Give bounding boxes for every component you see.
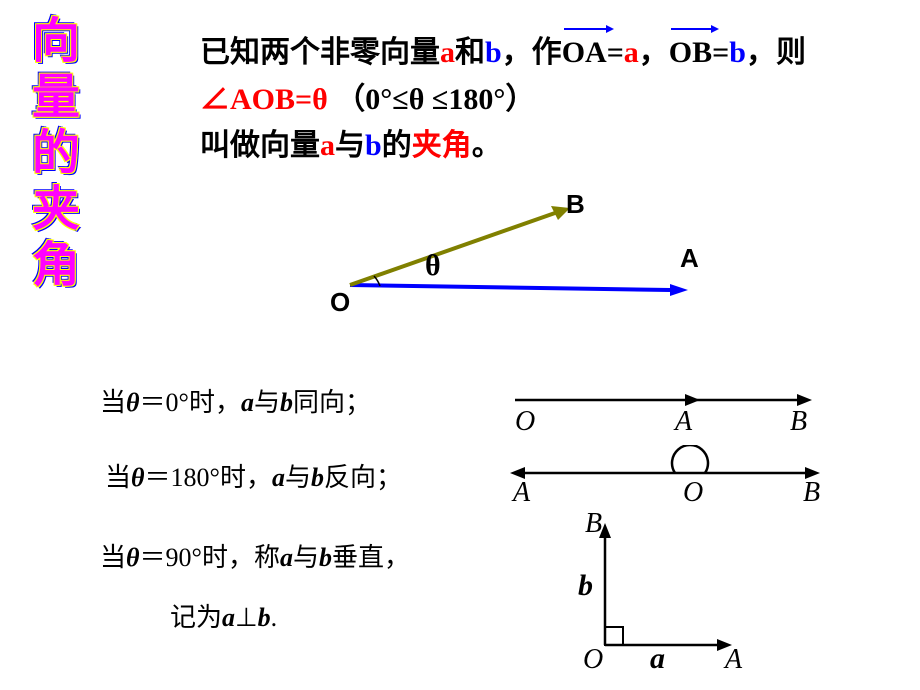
def-a: a (440, 36, 455, 69)
def-angle: ∠AOB=θ (200, 83, 328, 116)
case1-text: 当θ＝0°时，a与b同向； (100, 385, 371, 421)
c1-eq: ＝ (140, 388, 166, 417)
def-a2: a (624, 36, 639, 69)
case2-diagram: A O B (505, 445, 835, 507)
c3-with: 与 (293, 543, 319, 572)
c3-b-lbl: b (578, 569, 593, 602)
c3-eq: ＝ (140, 543, 166, 572)
c1-b: b (280, 388, 293, 417)
case2-text: 当θ＝180°时，a与b反向； (105, 460, 402, 496)
c3-suffix: 垂直， (332, 543, 410, 572)
c3-b2: b (258, 603, 271, 632)
c3-l2-prefix: 记为 (170, 603, 222, 632)
label-O: O (330, 287, 350, 318)
c3-mid: 时，称 (202, 543, 280, 572)
def-part3: ，则 (746, 36, 806, 69)
case1-diagram: O A B (505, 382, 825, 437)
def-part1: 已知两个非零向量 (200, 36, 440, 69)
c1-B: B (790, 406, 807, 437)
c1-prefix: 当 (100, 388, 126, 417)
c2-mid: 时， (220, 463, 272, 492)
c2-theta: θ (131, 463, 145, 492)
c2-B: B (803, 477, 820, 507)
c3-period: . (271, 603, 278, 632)
definition-text: 已知两个非零向量a和b，作OA=a，OB=b，则∠AOB=θ （0°≤θ ≤18… (200, 30, 880, 170)
case3-diagram: O A B a b (575, 510, 775, 670)
def-eq1: = (607, 36, 624, 69)
c2-eq: ＝ (145, 463, 171, 492)
c2-prefix: 当 (105, 463, 131, 492)
c3-perp: ⊥ (235, 603, 258, 632)
c3-b: b (319, 543, 332, 572)
c1-val: 0° (166, 388, 189, 417)
label-theta: θ (425, 249, 441, 283)
vertical-title: 向量的夹角 (15, 15, 85, 295)
def-comma1: ， (639, 36, 669, 69)
c3-a2: a (222, 603, 235, 632)
c2-b: b (311, 463, 324, 492)
case3-text: 当θ＝90°时，称a与b垂直， (100, 540, 410, 576)
vec-oa: OA (562, 30, 607, 77)
def-part5: 的 (382, 129, 412, 162)
c2-O: O (683, 477, 703, 507)
c3-O: O (583, 644, 603, 670)
c3-prefix: 当 (100, 543, 126, 572)
c1-suffix: 同向； (293, 388, 371, 417)
def-b: b (485, 36, 502, 69)
def-range: （0°≤θ ≤180°） (328, 83, 536, 116)
c1-mid: 时， (189, 388, 241, 417)
c3-B-lbl: B (585, 510, 602, 539)
def-jiajiao: 夹角 (412, 129, 472, 162)
def-part6: 。 (472, 129, 502, 162)
c3-a: a (280, 543, 293, 572)
vec-ob: OB (669, 30, 712, 77)
def-part4: 叫做向量 (200, 129, 320, 162)
c2-suffix: 反向； (324, 463, 402, 492)
c1-theta: θ (126, 388, 140, 417)
def-b3: b (365, 129, 382, 162)
main-angle-diagram: O A B θ (310, 195, 730, 320)
c3-A-lbl: A (723, 644, 743, 670)
c3-val: 90° (166, 543, 202, 572)
def-eq2: = (712, 36, 729, 69)
c2-val: 180° (171, 463, 220, 492)
def-with: 与 (335, 129, 365, 162)
def-and: 和 (455, 36, 485, 69)
c2-with: 与 (285, 463, 311, 492)
c1-A: A (673, 406, 693, 437)
label-B: B (566, 189, 585, 220)
c1-with: 与 (254, 388, 280, 417)
c3-theta: θ (126, 543, 140, 572)
c1-a: a (241, 388, 254, 417)
label-A: A (680, 243, 699, 274)
c1-O: O (515, 406, 535, 437)
c2-a: a (272, 463, 285, 492)
def-a3: a (320, 129, 335, 162)
def-b2: b (729, 36, 746, 69)
def-part2: ，作 (502, 36, 562, 69)
c2-A: A (511, 477, 531, 507)
case3-line2: 记为a⊥b. (170, 600, 277, 636)
c3-a-lbl: a (650, 642, 665, 670)
